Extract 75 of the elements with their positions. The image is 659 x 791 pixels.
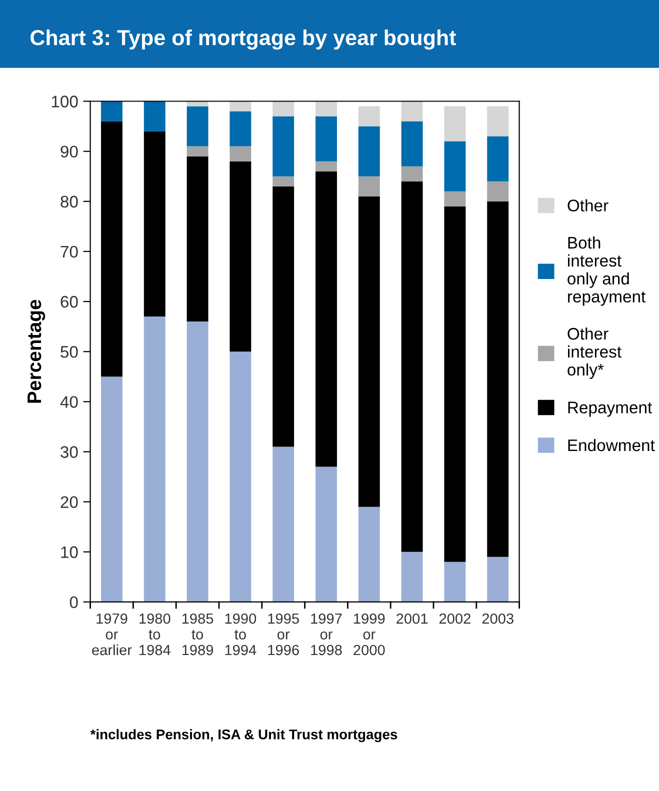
bar: [272, 186, 294, 447]
legend-label: Repayment: [568, 402, 652, 417]
x-tick-label: 2002: [439, 613, 470, 624]
bar: [487, 181, 509, 202]
bar: [358, 196, 380, 507]
bar: [487, 556, 509, 602]
bar: [272, 176, 294, 186]
y-tick-label: 50: [60, 346, 78, 358]
y-tick-label: 40: [60, 396, 78, 408]
bar: [487, 201, 509, 557]
y-tick-label: 80: [60, 196, 78, 208]
bar: [487, 106, 509, 136]
bar: [272, 116, 294, 176]
bar: [144, 316, 166, 602]
bar: [186, 322, 208, 602]
y-tick-label: 20: [60, 496, 78, 508]
bar: [272, 101, 294, 116]
bar: [444, 106, 466, 142]
bar: [444, 562, 466, 602]
bar: [401, 101, 423, 122]
y-tick-label: 10: [61, 546, 78, 558]
bar: [401, 181, 423, 552]
bar: [401, 552, 423, 602]
bar: [401, 121, 423, 166]
bar: [230, 161, 252, 352]
bar: [230, 101, 252, 112]
bar: [316, 116, 337, 162]
bar: [358, 126, 380, 176]
x-tick-label: 1980 to 1984: [140, 613, 170, 656]
bar: [444, 141, 466, 192]
chart-title: Chart 3: Type of mortgage by year bought: [30, 29, 456, 50]
y-tick-label: 0: [70, 596, 78, 608]
x-tick-label: 1985 to 1989: [182, 613, 214, 656]
bar: [316, 101, 337, 116]
bar: [186, 106, 208, 146]
legend-label: Endowment: [568, 438, 655, 452]
bar: [272, 446, 294, 602]
x-tick-label: 1997 or 1998: [311, 613, 342, 656]
bar: [358, 506, 380, 602]
bar: [358, 176, 380, 196]
bar: [316, 466, 337, 602]
x-tick-label: 2001: [396, 613, 428, 624]
y-tick-label: 60: [60, 296, 78, 308]
x-tick-label: 2003: [482, 613, 514, 624]
y-axis-title: Percentage: [28, 300, 46, 403]
y-tick-label: 90: [60, 146, 78, 158]
x-tick-label: 1979 or earlier: [92, 613, 132, 656]
y-tick-label: 30: [60, 446, 78, 458]
bar: [230, 111, 252, 146]
bar: [358, 106, 380, 126]
bar: [144, 131, 166, 317]
legend-label: Other: [568, 199, 608, 212]
bar: [144, 101, 166, 132]
bar: [316, 171, 337, 467]
bar: [186, 156, 208, 322]
bar: [487, 136, 509, 182]
bar: [401, 166, 423, 182]
legend-label: Other interest only*: [568, 327, 622, 379]
text: *includes Pension, ISA & Unit Trust mortgages: [90, 729, 398, 742]
y-tick-label: 70: [60, 246, 78, 258]
bar: [230, 352, 252, 602]
x-tick-label: 1990 to 1994: [225, 613, 256, 656]
x-tick-label: 1995 or 1996: [268, 613, 299, 656]
bar: [101, 121, 122, 377]
bar: [186, 146, 208, 156]
bar: [444, 206, 466, 562]
bar: [101, 376, 122, 602]
bar: [186, 101, 208, 106]
y-tick-label: 100: [52, 96, 78, 108]
x-tick-label: 1999 or 2000: [354, 613, 385, 656]
bar: [316, 161, 337, 172]
bar: [444, 191, 466, 206]
legend-label: Both interest only and repayment: [568, 236, 646, 306]
bar: [230, 146, 252, 162]
bar: [101, 101, 122, 122]
